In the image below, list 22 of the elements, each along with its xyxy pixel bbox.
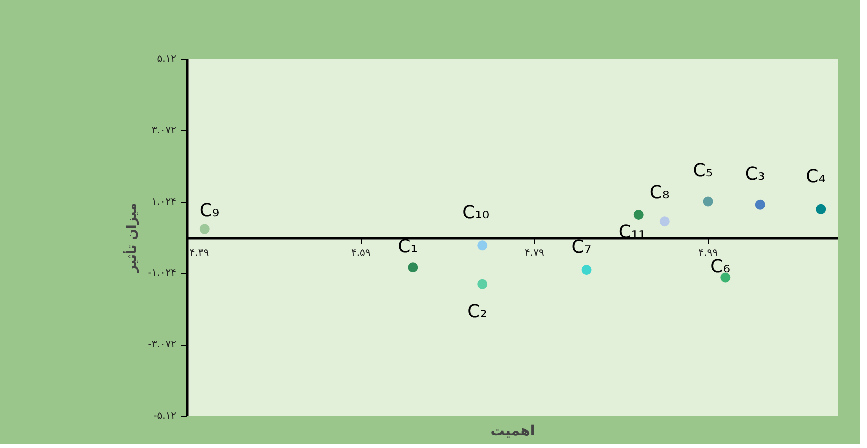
y-tick-label: ۵.۱۲ <box>157 54 177 65</box>
series-label: C₁₀ <box>462 202 490 224</box>
x-tick-label: ۴.۹۹ <box>698 248 718 259</box>
y-tick-label: -۱.۰۲۴ <box>148 268 177 280</box>
x-axis-title: اهمیت <box>490 424 536 440</box>
x-tick-label: ۴.۵۹ <box>351 248 371 259</box>
y-tick-label: -۵.۱۲ <box>154 411 177 422</box>
y-tick-label: -۳.۰۷۲ <box>148 340 177 351</box>
series-label: C₁ <box>398 236 418 258</box>
x-tick-label: ۴.۷۹ <box>525 248 544 259</box>
series-label: C₅ <box>693 160 714 182</box>
series-label: C₃ <box>745 164 766 185</box>
series-label: C₆ <box>710 256 730 278</box>
y-tick-label: ۱.۰۲۴ <box>152 196 177 208</box>
y-axis-title: میزان تأثیر <box>123 203 140 274</box>
y-tick-label: ۳.۰۷۲ <box>152 125 177 136</box>
series-label: C₇ <box>572 237 592 258</box>
x-tick-label: ۴.۳۹ <box>190 248 210 259</box>
series-label: C₉ <box>200 200 220 222</box>
series-label: C₂ <box>468 301 488 322</box>
series-label: C₈ <box>650 182 670 204</box>
series-label: C₄ <box>806 166 826 188</box>
